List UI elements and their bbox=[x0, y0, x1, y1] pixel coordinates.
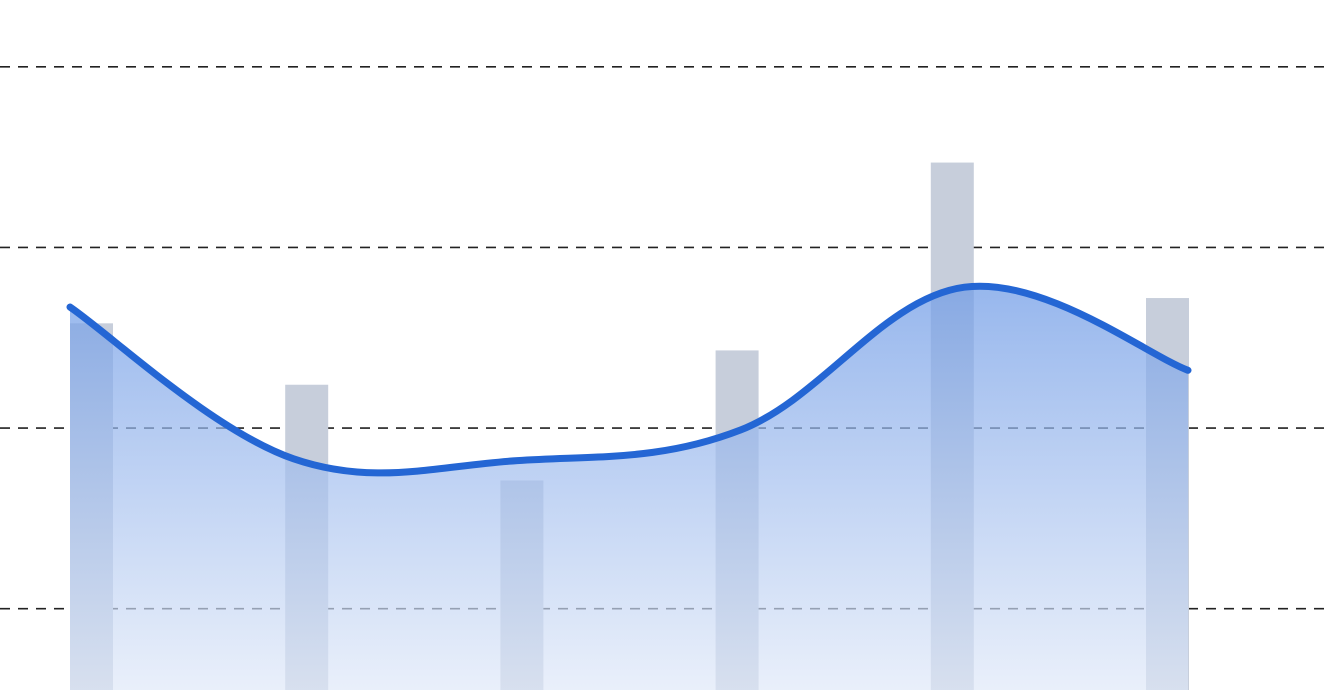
line bbox=[66, 282, 1192, 477]
area bbox=[70, 286, 1188, 690]
